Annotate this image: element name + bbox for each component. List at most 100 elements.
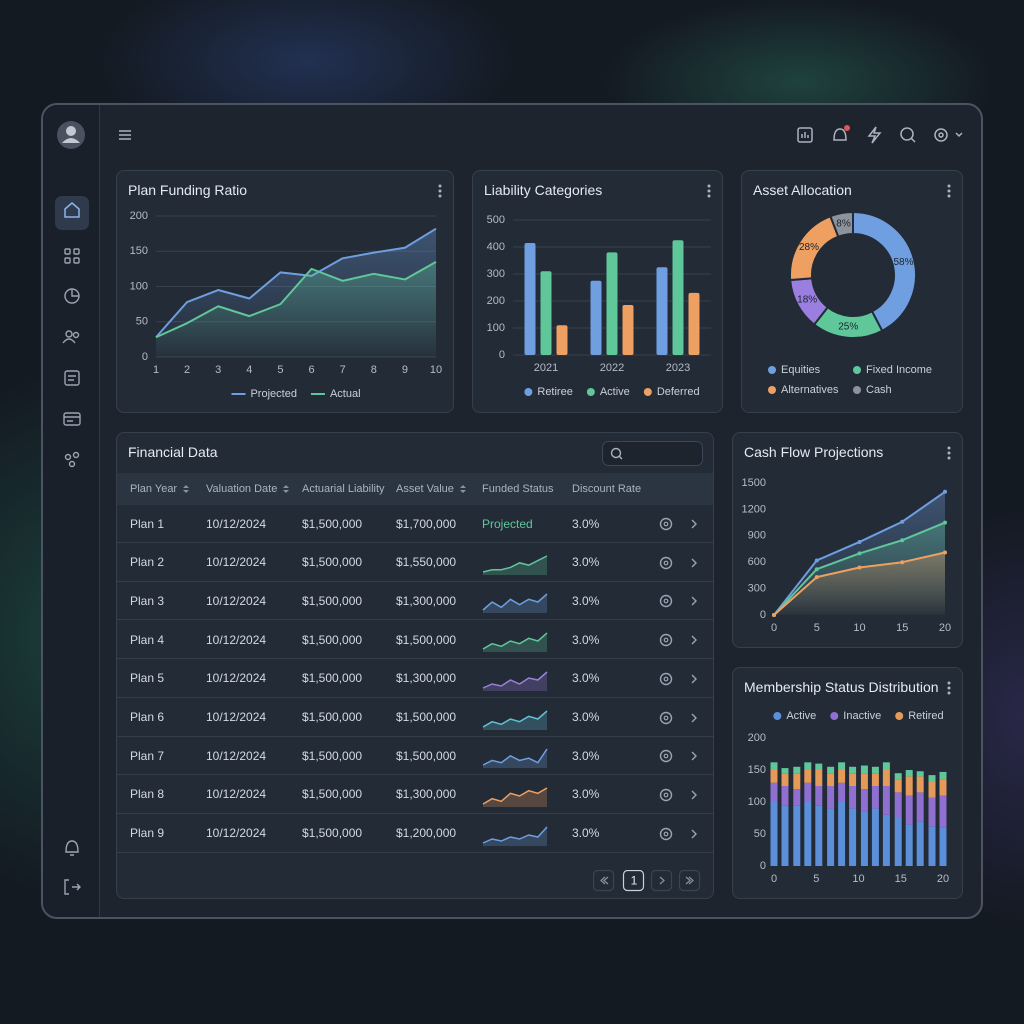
table-cell: 10/12/2024	[206, 826, 267, 841]
sparkline-line	[482, 748, 548, 766]
current-page-button[interactable]	[622, 870, 645, 892]
asset-allocation-chart: 58% 25% 18% 28% 8% Equities Fixed Income Altern…	[768, 210, 932, 396]
row-open-button[interactable]	[691, 790, 697, 800]
table-row: Plan 5 10/12/2024 $1,500,000 $1,300,000 3.0%	[117, 660, 713, 698]
nav-card[interactable]	[63, 412, 81, 426]
x-tick-label: 10	[430, 364, 442, 376]
bar-segment	[860, 773, 868, 790]
panel-menu[interactable]	[706, 183, 712, 199]
table-cell: $1,700,000	[396, 516, 457, 531]
sparkline-line	[482, 593, 548, 611]
nav-report[interactable]	[64, 370, 80, 386]
table-cell: 3.0%	[572, 516, 600, 531]
last-page-button[interactable]	[678, 870, 701, 892]
panel-menu[interactable]	[437, 183, 443, 199]
search-field[interactable]	[602, 441, 703, 466]
nav-logout[interactable]	[64, 879, 81, 895]
table-cell: $1,200,000	[396, 826, 457, 841]
bar-segment	[770, 782, 778, 802]
nav-network[interactable]	[64, 453, 72, 461]
column-header: Funded Status	[482, 483, 554, 495]
sparkline	[482, 593, 548, 614]
table-cell: $1,500,000	[396, 748, 457, 763]
row-open-button[interactable]	[691, 635, 697, 645]
first-page-button[interactable]	[593, 870, 615, 892]
column-header: Discount Rate	[572, 483, 642, 495]
row-open-button[interactable]	[691, 596, 697, 606]
table-cell: 3.0%	[572, 671, 600, 686]
table-cell: 3.0%	[572, 826, 600, 841]
panel-menu[interactable]	[946, 680, 952, 696]
bar-segment	[928, 797, 936, 827]
page-number: 1	[631, 874, 638, 888]
settings-button[interactable]	[659, 749, 673, 763]
search-glyph-handle	[618, 455, 623, 460]
row-actions	[659, 827, 697, 840]
column-header[interactable]: Plan Year	[130, 483, 190, 495]
settings-core	[663, 676, 669, 682]
nav-bell[interactable]	[65, 840, 79, 856]
next-page-button[interactable]	[650, 870, 673, 892]
column-header[interactable]: Valuation Date	[206, 483, 290, 495]
sparkline	[482, 671, 548, 691]
settings-button[interactable]	[659, 711, 673, 724]
settings-button[interactable]	[659, 788, 673, 802]
panel-menu[interactable]	[946, 183, 952, 199]
settings-button[interactable]	[659, 633, 673, 647]
sort-icon[interactable]	[182, 484, 190, 494]
nav-grid-d	[73, 257, 80, 264]
settings-core	[663, 753, 669, 759]
settings-icon[interactable]	[934, 128, 948, 142]
table-cell: Plan 9	[130, 826, 165, 841]
sort-icon[interactable]	[459, 484, 467, 494]
bar-segment	[849, 786, 857, 809]
sparkline-area	[483, 594, 547, 614]
funding-ratio-panel: Plan Funding Ratio 0 50 100 150 200 1 2 3 4 5 6 7 8 9…	[116, 170, 454, 413]
sort-icon[interactable]	[282, 484, 290, 494]
slice	[852, 210, 917, 333]
menu-icon[interactable]	[119, 130, 131, 140]
bar	[672, 240, 684, 355]
notification-icon[interactable]	[833, 128, 847, 141]
bar-segment	[916, 771, 924, 777]
search-icon[interactable]	[900, 127, 914, 141]
table-cell: $1,500,000	[302, 787, 363, 802]
row-open-button[interactable]	[691, 674, 697, 684]
panel-menu[interactable]	[946, 445, 952, 461]
settings-button[interactable]	[659, 517, 673, 531]
row-open-button[interactable]	[691, 829, 697, 839]
asset-allocation-panel: Asset Allocation 58% 25% 18% 28% 8% Equities F…	[741, 170, 963, 413]
row-actions	[659, 517, 697, 531]
bar	[606, 252, 618, 355]
nav-users[interactable]	[65, 330, 73, 338]
sparkline-line	[482, 632, 548, 650]
row-open-button[interactable]	[691, 751, 697, 761]
nav-home-active[interactable]	[55, 196, 89, 230]
legend-swatch	[853, 366, 861, 374]
bar-segment	[815, 805, 823, 866]
settings-button[interactable]	[659, 595, 673, 608]
row-open-button[interactable]	[691, 713, 697, 722]
sidebar	[43, 105, 100, 917]
table-row: Plan 8 10/12/2024 $1,500,000 $1,300,000 3.0%	[117, 776, 713, 814]
menu-dot	[947, 691, 951, 695]
bar-segment	[838, 762, 846, 770]
column-header[interactable]: Asset Value	[396, 483, 467, 495]
nav-grid[interactable]	[64, 248, 71, 255]
row-open-button[interactable]	[691, 558, 697, 568]
settings-button[interactable]	[659, 827, 673, 840]
settings-button[interactable]	[659, 672, 673, 685]
table-cell: 10/12/2024	[206, 671, 267, 686]
activity-icon[interactable]	[867, 126, 882, 144]
report-icon[interactable]	[797, 127, 813, 143]
bar-segment	[815, 763, 823, 770]
menu-dot	[707, 194, 711, 198]
y-tick-label: 300	[487, 268, 505, 280]
bar-segment	[894, 818, 902, 866]
sparkline-line	[482, 555, 548, 573]
search-box[interactable]	[602, 441, 703, 467]
table-cell: Projected	[482, 516, 533, 531]
settings-button[interactable]	[659, 556, 673, 569]
menu-dot	[947, 184, 951, 188]
row-open-button[interactable]	[691, 519, 697, 529]
